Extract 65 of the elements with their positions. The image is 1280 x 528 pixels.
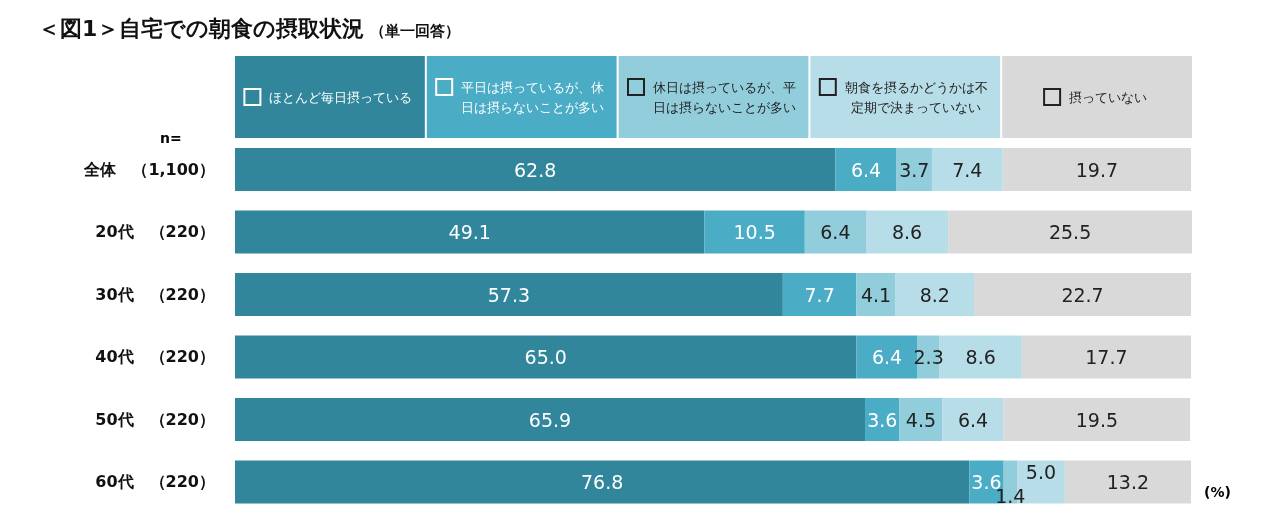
bar: [835, 148, 897, 191]
bar: [948, 210, 1192, 254]
data-label: 5.0: [1025, 461, 1057, 483]
data-label: 8.6: [891, 221, 923, 243]
data-label: 19.7: [1075, 158, 1119, 181]
data-label: 8.2: [919, 283, 950, 306]
data-label: 2.3: [913, 346, 944, 368]
bar: [235, 273, 783, 316]
y-tick-label: 30代 （220）: [95, 284, 215, 304]
y-tick-label: 20代 （220）: [95, 222, 215, 242]
data-label: 57.3: [487, 283, 531, 306]
bar: [235, 398, 866, 441]
data-label: 22.7: [1061, 283, 1104, 306]
legend-label: 摂っていない: [1069, 89, 1148, 105]
data-label: 25.5: [1048, 221, 1092, 243]
legend-label: ほとんど毎日摂っている: [269, 89, 413, 105]
legend-label: 平日は摂っているが、休日は摂らないことが多い: [461, 79, 605, 115]
bar: [895, 273, 975, 316]
data-label: 8.6: [965, 346, 996, 368]
bar: [1002, 148, 1192, 191]
chart-title: ＜図1＞自宅での朝食の摂取状況: [38, 16, 365, 41]
chart-subtitle: （単一回答）: [370, 22, 461, 40]
legend-label: 朝食を摂るかどうかは不定期で決まっていない: [844, 79, 988, 115]
data-label: 49.1: [448, 221, 491, 243]
data-label: 6.4: [871, 346, 903, 368]
data-label: 6.4: [957, 408, 989, 431]
data-label: 13.2: [1106, 471, 1150, 493]
bar: [974, 273, 1192, 316]
y-tick-label: 60代 （220）: [95, 472, 215, 492]
bar: [235, 148, 836, 191]
y-tick-label: 40代 （220）: [95, 347, 215, 367]
y-tick-label: 全体 （1,100）: [83, 159, 215, 179]
data-label: 6.4: [850, 158, 882, 181]
bar: [856, 273, 896, 316]
bar: [865, 210, 949, 254]
text: n=: [160, 130, 182, 146]
bar: [1003, 398, 1191, 441]
text: (%): [1204, 484, 1231, 500]
data-label: 6.4: [820, 221, 851, 243]
bar: [1021, 335, 1192, 379]
bar: [235, 335, 857, 379]
data-label: 65.0: [524, 346, 567, 368]
bar: [782, 273, 857, 316]
data-label: 4.5: [905, 408, 937, 431]
bar: [931, 148, 1003, 191]
bar: [235, 210, 705, 254]
data-label: 10.5: [733, 221, 776, 243]
bar: [704, 210, 805, 254]
data-label: 62.8: [514, 158, 557, 181]
bar: [942, 398, 1004, 441]
data-label: 65.9: [528, 408, 572, 431]
data-label: 3.6: [867, 408, 898, 431]
legend-label: 休日は摂っているが、平日は摂らないことが多い: [653, 79, 796, 115]
data-label: 19.5: [1075, 408, 1119, 431]
data-label: 7.4: [952, 158, 983, 181]
data-label: 3.7: [899, 158, 930, 181]
bar: [804, 210, 866, 254]
data-label: 76.8: [580, 471, 624, 493]
data-label: 4.1: [860, 283, 892, 306]
data-label: 7.7: [804, 283, 835, 306]
bar: [899, 398, 943, 441]
y-tick-label: 50代 （220）: [95, 409, 215, 429]
data-label: 17.7: [1085, 346, 1128, 368]
bar: [1064, 460, 1192, 504]
bar: [235, 460, 970, 504]
